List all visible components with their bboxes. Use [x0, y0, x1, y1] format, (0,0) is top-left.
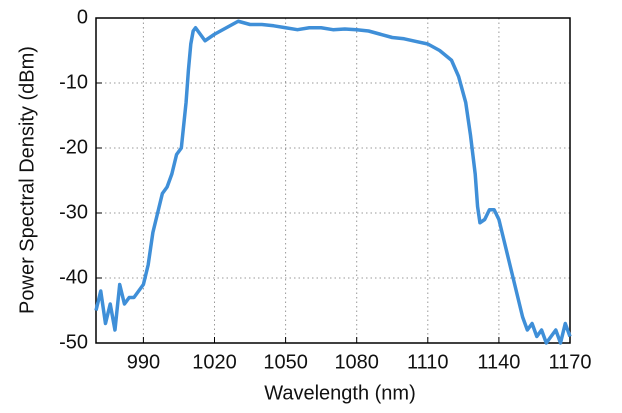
- plot-frame: [95, 17, 571, 344]
- x-tick-label: 1170: [548, 351, 591, 373]
- data-line: [94, 19, 572, 345]
- x-tick-label: 1080: [334, 351, 379, 373]
- x-axis-label: Wavelength (nm): [264, 382, 416, 404]
- y-axis-label: Power Spectral Density (dBm): [16, 46, 38, 314]
- y-tick-label: -50: [59, 331, 88, 353]
- y-tick-label: -10: [59, 71, 88, 93]
- x-tick-label: 1110: [407, 351, 449, 373]
- x-tick-label: 990: [127, 351, 160, 373]
- y-tick-label: 0: [77, 6, 88, 28]
- y-tick-label: -40: [59, 266, 88, 288]
- y-tick-label: -30: [59, 201, 88, 223]
- y-tick-label: -20: [59, 136, 88, 158]
- x-tick-label: 1050: [263, 351, 308, 373]
- x-tick-label: 1020: [192, 351, 237, 373]
- x-tick-label: 1140: [477, 351, 520, 373]
